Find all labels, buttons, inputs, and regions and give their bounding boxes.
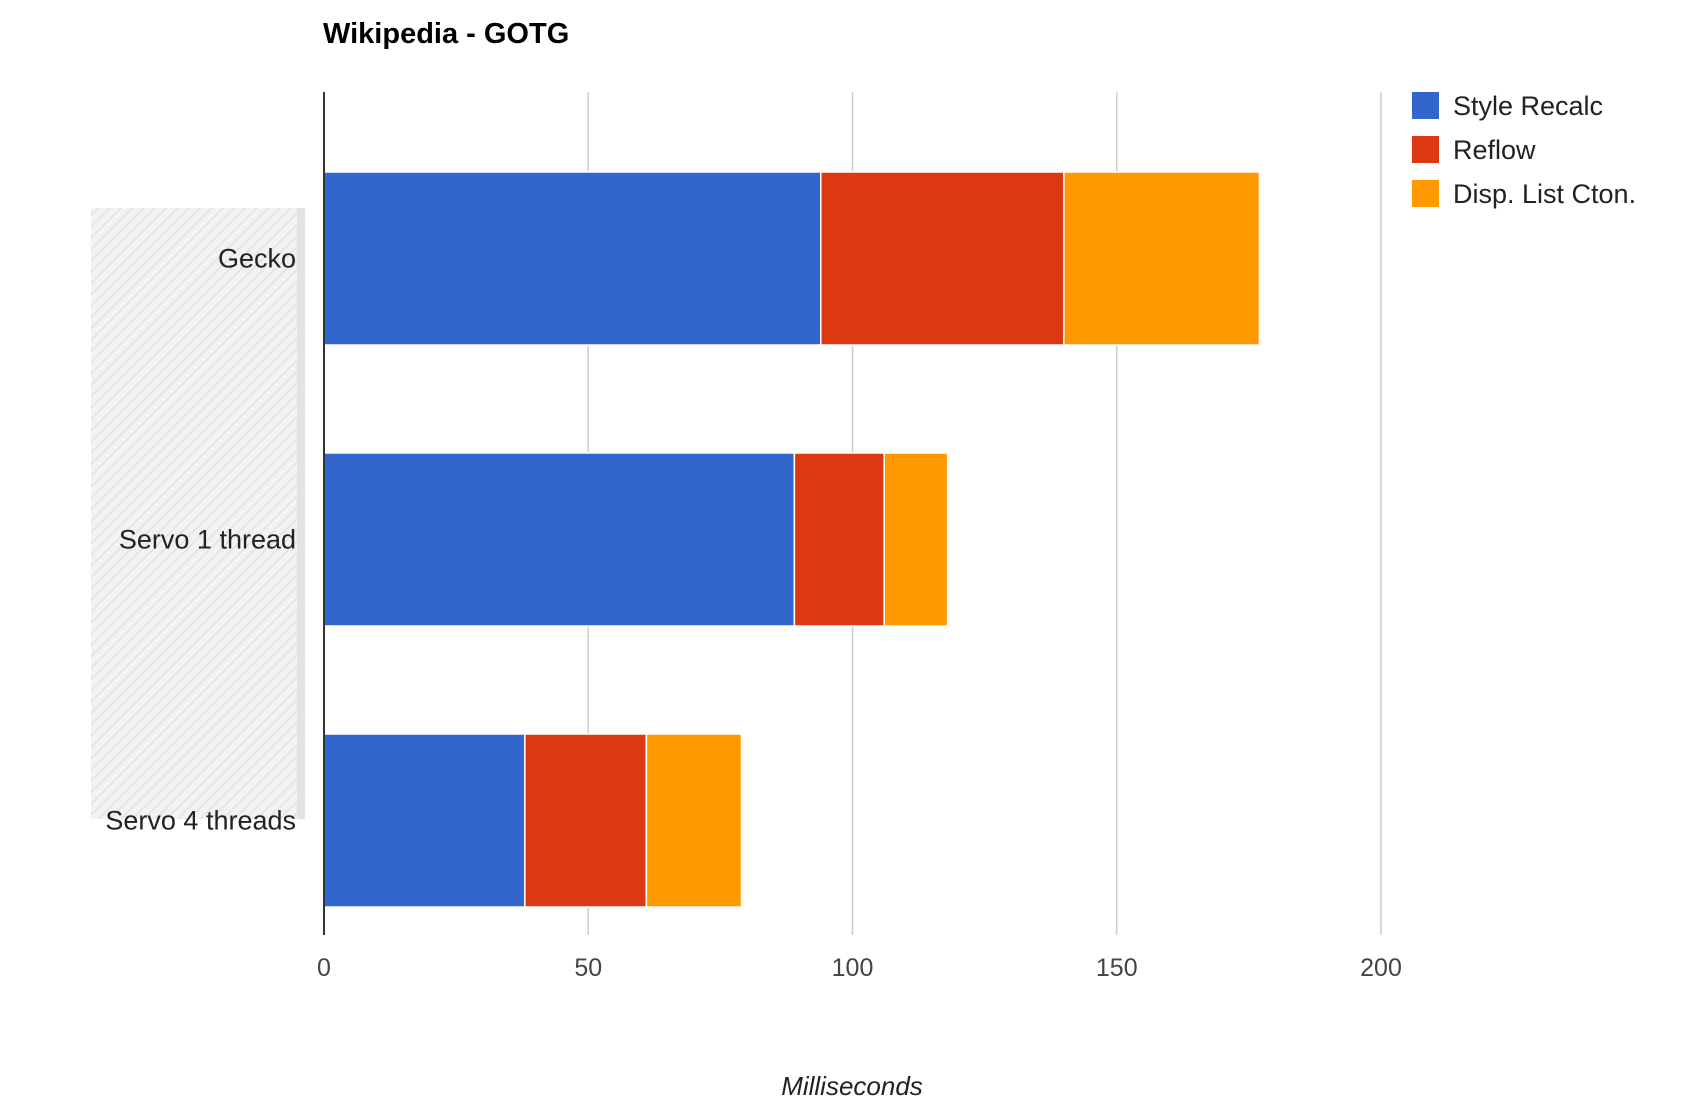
chart-title: Wikipedia - GOTG bbox=[323, 18, 569, 50]
category-labels: Gecko Servo 1 thread Servo 4 threads bbox=[105, 244, 296, 836]
legend-label-2: Disp. List Cton. bbox=[1453, 179, 1636, 209]
tick-label-3: 150 bbox=[1096, 954, 1138, 982]
bar-0-0 bbox=[323, 171, 822, 346]
legend-swatch-1 bbox=[1412, 136, 1439, 163]
category-axis-highlight bbox=[91, 208, 305, 819]
legend: Style Recalc Reflow Disp. List Cton. bbox=[1412, 91, 1636, 209]
legend-swatch-0 bbox=[1412, 92, 1439, 119]
bar-2-2 bbox=[645, 733, 743, 908]
bar-2-1 bbox=[524, 733, 648, 908]
bar-0-1 bbox=[820, 171, 1065, 346]
bar-1-2 bbox=[883, 452, 949, 627]
category-label-1: Servo 1 thread bbox=[119, 525, 296, 555]
tick-label-2: 100 bbox=[832, 954, 874, 982]
tick-label-1: 50 bbox=[574, 954, 602, 982]
category-axis-highlight-edge bbox=[297, 208, 305, 819]
legend-label-0: Style Recalc bbox=[1453, 91, 1603, 121]
tick-labels: 0 50 100 150 200 bbox=[317, 954, 1402, 982]
bar-2-0 bbox=[323, 733, 526, 908]
tick-label-0: 0 bbox=[317, 954, 331, 982]
category-label-2: Servo 4 threads bbox=[105, 806, 296, 836]
bar-0-2 bbox=[1063, 171, 1261, 346]
bar-1-1 bbox=[793, 452, 885, 627]
bars bbox=[323, 171, 1261, 908]
x-axis-title: Milliseconds bbox=[781, 1071, 923, 1101]
tick-label-4: 200 bbox=[1360, 954, 1402, 982]
legend-label-1: Reflow bbox=[1453, 135, 1536, 165]
bar-1-0 bbox=[323, 452, 796, 627]
category-label-0: Gecko bbox=[218, 244, 296, 274]
legend-swatch-2 bbox=[1412, 180, 1439, 207]
